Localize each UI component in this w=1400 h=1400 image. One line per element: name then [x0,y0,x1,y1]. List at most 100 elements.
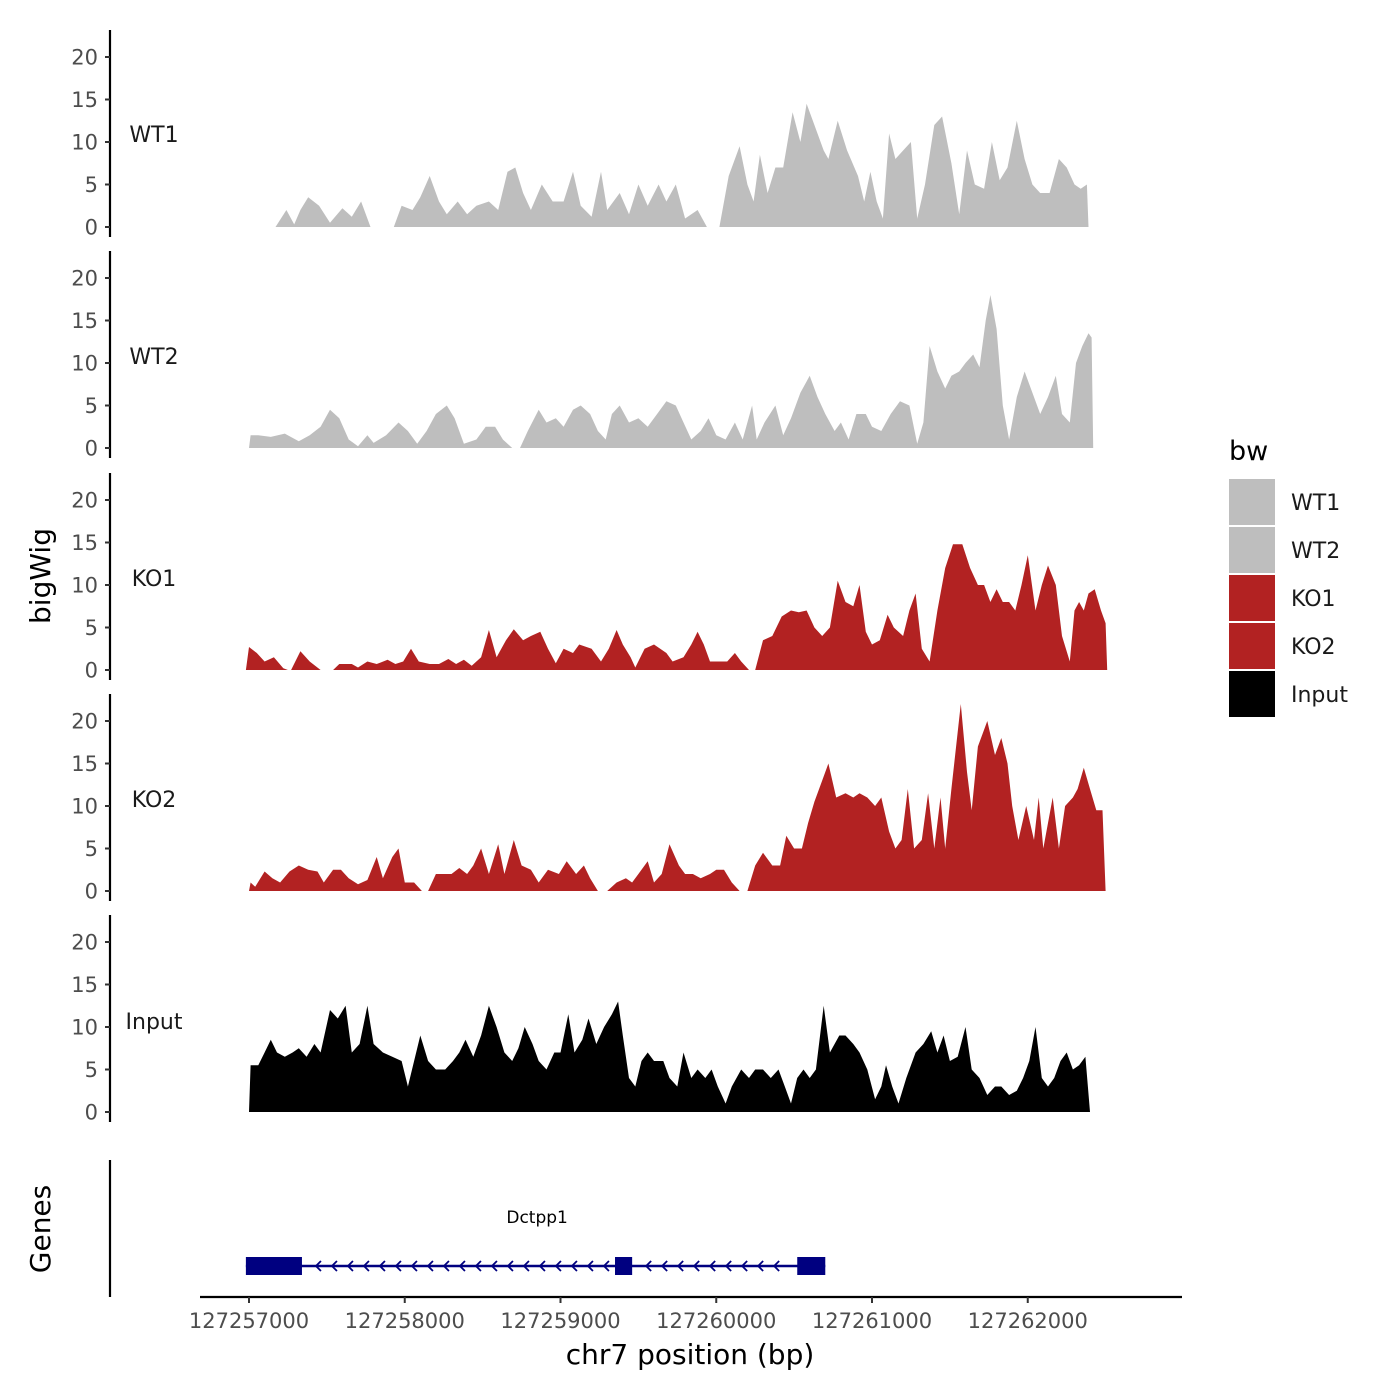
strand-arrow [346,1260,354,1272]
area-ko1-segment [755,544,1108,670]
gene-dctpp1: Dctpp1 [245,1208,826,1275]
y-tick-label: 20 [71,931,98,955]
y-tick-label: 10 [71,574,98,598]
legend-key-wt2 [1229,527,1275,573]
strand-arrow [410,1260,418,1272]
track-ko2: 0 5 10 15 20 KO2 [71,694,1106,904]
legend-title: bw [1229,436,1268,467]
legend-label-input: Input [1291,683,1348,708]
strand-arrow [378,1260,386,1272]
x-axis-title: chr7 position (bp) [566,1338,815,1371]
y-tick-label: 10 [71,795,98,819]
area-wt1-segment [719,103,1089,227]
track-wt2: 0 5 10 15 20 WT2 [71,251,1094,461]
genes-track-label: Genes [24,1185,57,1273]
y-tick-label: 0 [85,1101,98,1125]
strand-arrow [442,1260,450,1272]
area-input-segment [249,1001,1090,1112]
strand-arrow [676,1260,684,1272]
strand-arrow [602,1260,610,1272]
strand-arrow [330,1260,338,1272]
y-tick-label: 15 [71,973,98,997]
area-ko2-segment [249,848,422,891]
area-ko1-segment [333,629,749,670]
y-tick-label: 5 [85,616,98,640]
area-wt2-segment [520,295,1094,448]
y-tick-label: 5 [85,394,98,418]
x-tick-label: 127257000 [189,1309,309,1333]
track-label: WT1 [129,123,178,148]
y-tick-label: 15 [71,752,98,776]
area-ko2-segment [607,844,740,891]
x-tick-label: 127261000 [812,1309,932,1333]
area-wt2-segment [249,405,513,448]
y-tick-label: 5 [85,173,98,197]
y-tick-label: 10 [71,131,98,155]
track-ko1: 0 5 10 15 20 KO1 [71,473,1108,683]
area-wt1-segment [393,167,707,227]
strand-arrow [394,1260,402,1272]
strand-arrow [660,1260,668,1272]
y-tick-label: 15 [71,88,98,112]
strand-arrow [474,1260,482,1272]
area-ko2-segment [747,704,1106,891]
track-label: KO1 [132,567,177,592]
strand-arrow [522,1260,530,1272]
gene-exon [797,1257,826,1275]
y-tick-label: 10 [71,352,98,376]
legend-label-ko2: KO2 [1291,635,1336,660]
strand-arrow [490,1260,498,1272]
track-wt1: 0 5 10 15 20 WT1 [71,30,1089,240]
strand-arrow [314,1260,322,1272]
area-ko1-segment [245,647,288,670]
strand-arrow [538,1260,546,1272]
legend-key-input [1229,671,1275,717]
area-ko1-segment [291,651,321,670]
y-tick-label: 20 [71,489,98,513]
strand-arrow [506,1260,514,1272]
strand-arrow [740,1260,748,1272]
y-tick-label: 0 [85,216,98,240]
area-wt1-segment [275,197,371,227]
strand-arrow [586,1260,594,1272]
strand-arrow [692,1260,700,1272]
legend-label-wt1: WT1 [1291,491,1340,516]
strand-arrow [554,1260,562,1272]
strand-arrow [644,1260,652,1272]
y-tick-label: 0 [85,880,98,904]
strand-arrow [362,1260,370,1272]
track-label: KO2 [132,788,177,813]
strand-arrow [756,1260,764,1272]
y-axis-title: bigWig [24,528,57,624]
tracks-layer: 0 5 10 15 20 WT1 0 5 10 15 20 WT2 0 5 10 15 20 KO1 0 5 10 15 2… [71,30,1108,1125]
genes-layer: Genes Dctpp1 [24,1160,826,1297]
y-tick-label: 10 [71,1016,98,1040]
gene-name-label: Dctpp1 [506,1208,568,1228]
y-tick-label: 20 [71,46,98,70]
strand-arrow [772,1260,780,1272]
strand-arrow [570,1260,578,1272]
legend-key-ko1 [1229,575,1275,621]
track-input: 0 5 10 15 20 Input [71,915,1090,1125]
track-label: Input [126,1010,183,1035]
x-tick-label: 127260000 [656,1309,776,1333]
legend: bw WT1 WT2 KO1 KO2 Input [1229,436,1348,717]
area-ko2-segment [428,840,598,891]
strand-arrow [426,1260,434,1272]
y-tick-label: 5 [85,837,98,861]
legend-key-ko2 [1229,623,1275,669]
x-axis: chr7 position (bp) 127257000 127258000 127… [189,1295,1182,1371]
y-tick-label: 0 [85,437,98,461]
gene-exon [615,1257,633,1275]
track-label: WT2 [129,345,178,370]
y-tick-label: 20 [71,267,98,291]
y-tick-label: 0 [85,659,98,683]
y-tick-label: 5 [85,1058,98,1082]
legend-label-ko1: KO1 [1291,587,1336,612]
legend-key-wt1 [1229,479,1275,525]
legend-label-wt2: WT2 [1291,539,1340,564]
strand-arrow [708,1260,716,1272]
gene-exon [245,1257,302,1275]
x-tick-label: 127259000 [500,1309,620,1333]
